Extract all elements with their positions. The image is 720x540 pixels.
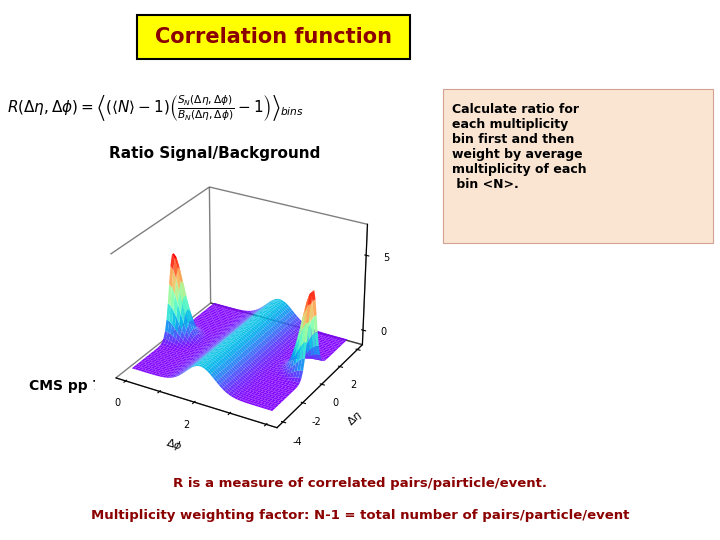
Text: $R(\Delta\eta, \Delta\phi) = \left\langle (\langle N\rangle - 1)\left( \frac{S_N: $R(\Delta\eta, \Delta\phi) = \left\langl… [7, 93, 304, 123]
X-axis label: $\Delta\phi$: $\Delta\phi$ [164, 436, 184, 454]
Text: Multiplicity weighting factor: N-1 = total number of pairs/particle/event: Multiplicity weighting factor: N-1 = tot… [91, 509, 629, 522]
Text: R is a measure of correlated pairs/pairticle/event.: R is a measure of correlated pairs/pairt… [173, 477, 547, 490]
Text: CMS pp 7TeV: CMS pp 7TeV [29, 379, 130, 393]
Y-axis label: $\Delta\eta$: $\Delta\eta$ [344, 408, 366, 429]
FancyBboxPatch shape [137, 15, 410, 59]
Text: Calculate ratio for
each multiplicity
bin first and then
weight by average
multi: Calculate ratio for each multiplicity bi… [452, 103, 587, 191]
FancyBboxPatch shape [443, 89, 713, 243]
Text: Correlation function: Correlation function [155, 27, 392, 48]
Text: Ratio Signal/Background: Ratio Signal/Background [109, 146, 320, 161]
